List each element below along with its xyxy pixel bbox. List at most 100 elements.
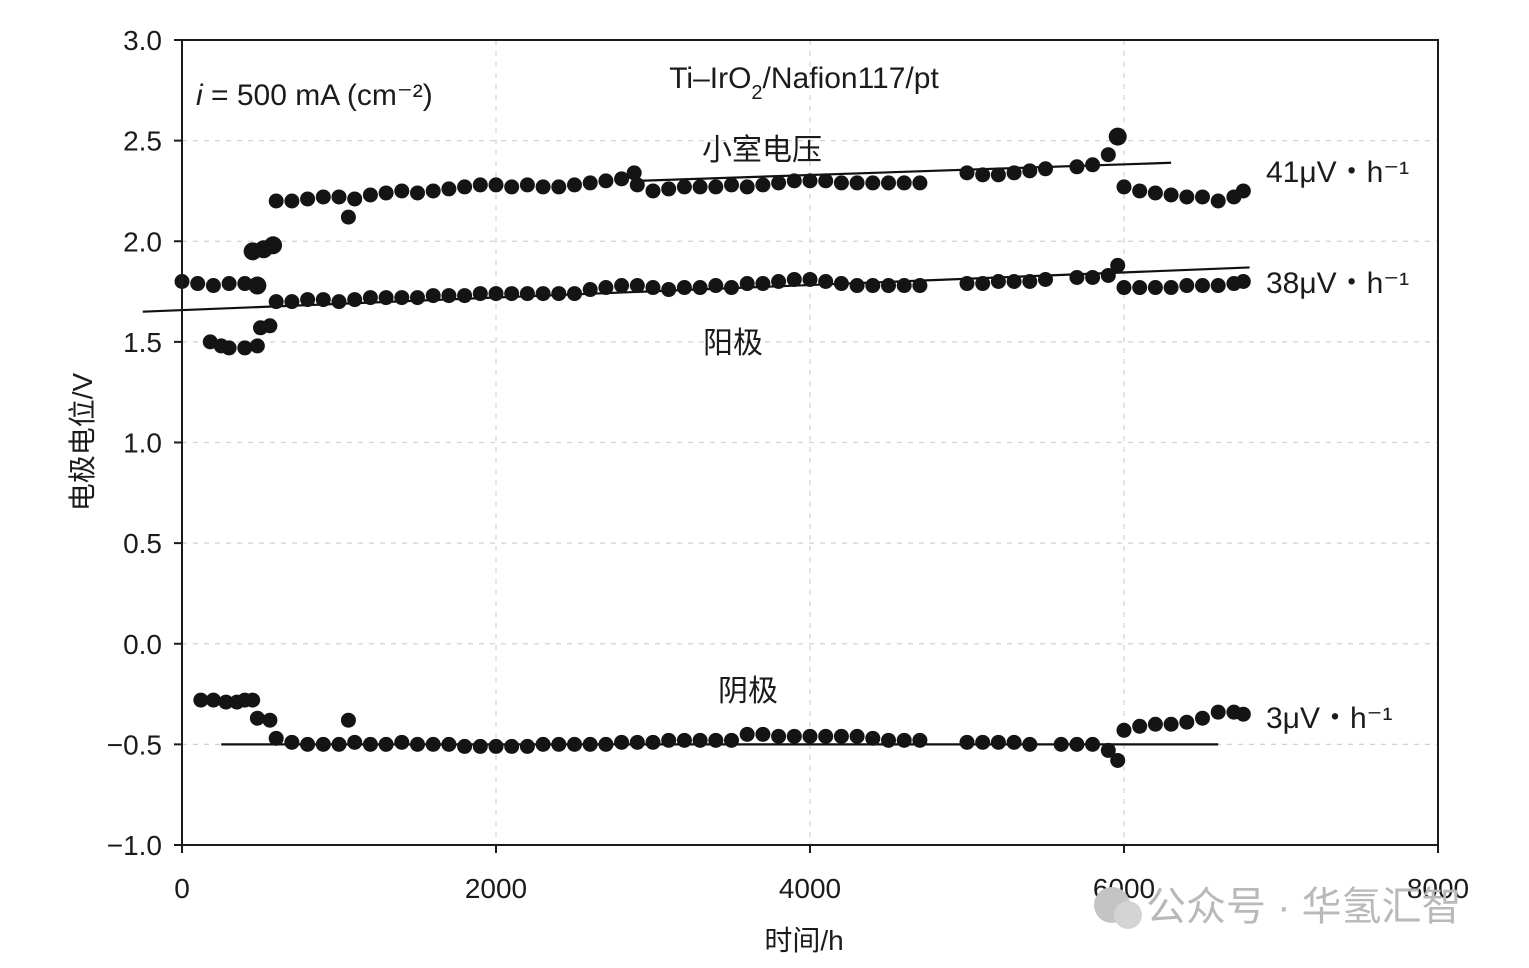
data-point-series-2 — [425, 288, 441, 304]
data-point-series-2 — [1110, 257, 1126, 273]
data-point-series-1 — [472, 177, 488, 193]
data-point-series-1 — [771, 175, 787, 191]
data-point-series-1 — [378, 185, 394, 201]
data-point-series-2 — [262, 318, 278, 334]
data-point-series-2 — [582, 282, 598, 298]
data-point-series-3 — [378, 736, 394, 752]
series-label-cell-voltage: 小室电压 — [702, 134, 822, 167]
data-point-series-2 — [1147, 280, 1163, 296]
data-point-series-2 — [441, 288, 457, 304]
data-point-series-1 — [1006, 165, 1022, 181]
data-point-series-1 — [692, 179, 708, 195]
data-point-series-2 — [457, 288, 473, 304]
data-point-series-3 — [582, 736, 598, 752]
data-point-series-1 — [598, 173, 614, 189]
data-point-series-2 — [1132, 280, 1148, 296]
watermark-text: 公众号 · 华氢汇智 — [1146, 885, 1462, 929]
data-point-series-1 — [708, 179, 724, 195]
data-point-series-2 — [896, 278, 912, 294]
data-point-series-2 — [692, 280, 708, 296]
data-point-series-1 — [205, 278, 221, 294]
data-point-series-2 — [990, 274, 1006, 289]
data-point-series-3 — [661, 732, 677, 748]
data-point-series-1 — [300, 191, 316, 207]
data-point-series-2 — [249, 338, 265, 354]
data-point-series-3 — [598, 736, 614, 752]
data-point-series-3 — [519, 738, 535, 754]
data-point-series-3 — [1022, 736, 1038, 752]
data-point-series-2 — [661, 282, 677, 298]
data-point-series-2 — [598, 280, 614, 296]
data-point-series-3 — [896, 732, 912, 748]
data-point-series-1 — [362, 187, 378, 203]
data-point-series-2 — [1210, 278, 1226, 294]
data-point-series-3 — [441, 736, 457, 752]
data-point-series-3 — [262, 712, 278, 728]
data-point-series-1 — [567, 177, 582, 193]
data-point-series-3 — [975, 734, 991, 750]
data-point-series-2 — [410, 290, 425, 306]
data-point-series-2 — [786, 271, 802, 287]
data-point-series-3 — [1179, 714, 1195, 730]
data-point-series-1 — [551, 179, 567, 195]
data-point-series-1 — [865, 175, 881, 191]
data-point-series-1 — [248, 276, 267, 295]
trend-lines — [142, 161, 1250, 746]
data-point-series-1 — [519, 177, 535, 193]
data-point-series-2 — [488, 286, 504, 302]
rate-label-cell-voltage: 41μV・h⁻¹ — [1266, 156, 1409, 189]
data-point-series-1 — [896, 175, 912, 191]
data-point-series-1 — [1038, 161, 1053, 177]
data-points — [174, 127, 1251, 768]
data-point-series-3 — [249, 710, 265, 726]
data-point-series-1 — [1132, 183, 1148, 199]
data-point-series-2 — [975, 276, 991, 292]
data-point-series-2 — [347, 292, 363, 308]
data-point-series-2 — [519, 286, 535, 302]
data-point-series-2 — [1116, 280, 1132, 296]
data-point-series-2 — [959, 276, 975, 292]
data-point-series-2 — [1006, 274, 1022, 289]
data-point-series-2 — [1235, 274, 1251, 289]
data-point-series-2 — [629, 278, 645, 294]
data-point-series-3 — [362, 736, 378, 752]
series-label-cathode: 阴极 — [718, 675, 778, 708]
rate-label-cathode: 3μV・h⁻¹ — [1266, 702, 1393, 735]
data-point-series-3 — [676, 732, 692, 748]
data-point-series-3 — [802, 728, 818, 744]
x-tick-label: 0 — [174, 873, 190, 904]
data-point-series-2 — [865, 278, 881, 294]
x-tick-label: 2000 — [465, 873, 527, 904]
data-point-series-1 — [284, 193, 300, 209]
y-tick-label: 1.0 — [123, 428, 162, 459]
data-point-series-2 — [1195, 278, 1210, 294]
data-point-series-3 — [245, 692, 261, 708]
data-point-series-2 — [802, 271, 818, 287]
data-point-series-1 — [1116, 179, 1132, 195]
data-point-series-1 — [1210, 193, 1226, 209]
x-tick-label: 8000 — [1407, 873, 1469, 904]
data-point-series-3 — [472, 738, 488, 754]
data-point-series-1 — [1069, 159, 1085, 175]
data-point-series-1 — [425, 183, 441, 199]
data-point-series-3 — [645, 734, 661, 750]
data-point-series-1 — [394, 183, 410, 199]
data-point-series-2 — [331, 294, 347, 310]
data-point-series-3 — [551, 736, 567, 752]
data-point-series-3 — [912, 732, 928, 748]
data-point-series-3 — [331, 736, 347, 752]
data-point-series-1 — [582, 175, 598, 191]
data-point-series-3 — [1006, 734, 1022, 750]
x-tick-label: 4000 — [779, 873, 841, 904]
data-point-series-3 — [284, 734, 300, 750]
data-point-series-3 — [771, 728, 787, 744]
data-point-series-3 — [1069, 736, 1085, 752]
data-point-series-1 — [1235, 183, 1251, 199]
data-point-series-1 — [912, 175, 928, 191]
y-tick-label: 1.5 — [123, 327, 162, 358]
data-point-series-2 — [535, 286, 551, 302]
y-tick-label: −1.0 — [107, 830, 162, 861]
data-point-series-2 — [676, 280, 692, 296]
data-point-series-1 — [190, 276, 206, 292]
